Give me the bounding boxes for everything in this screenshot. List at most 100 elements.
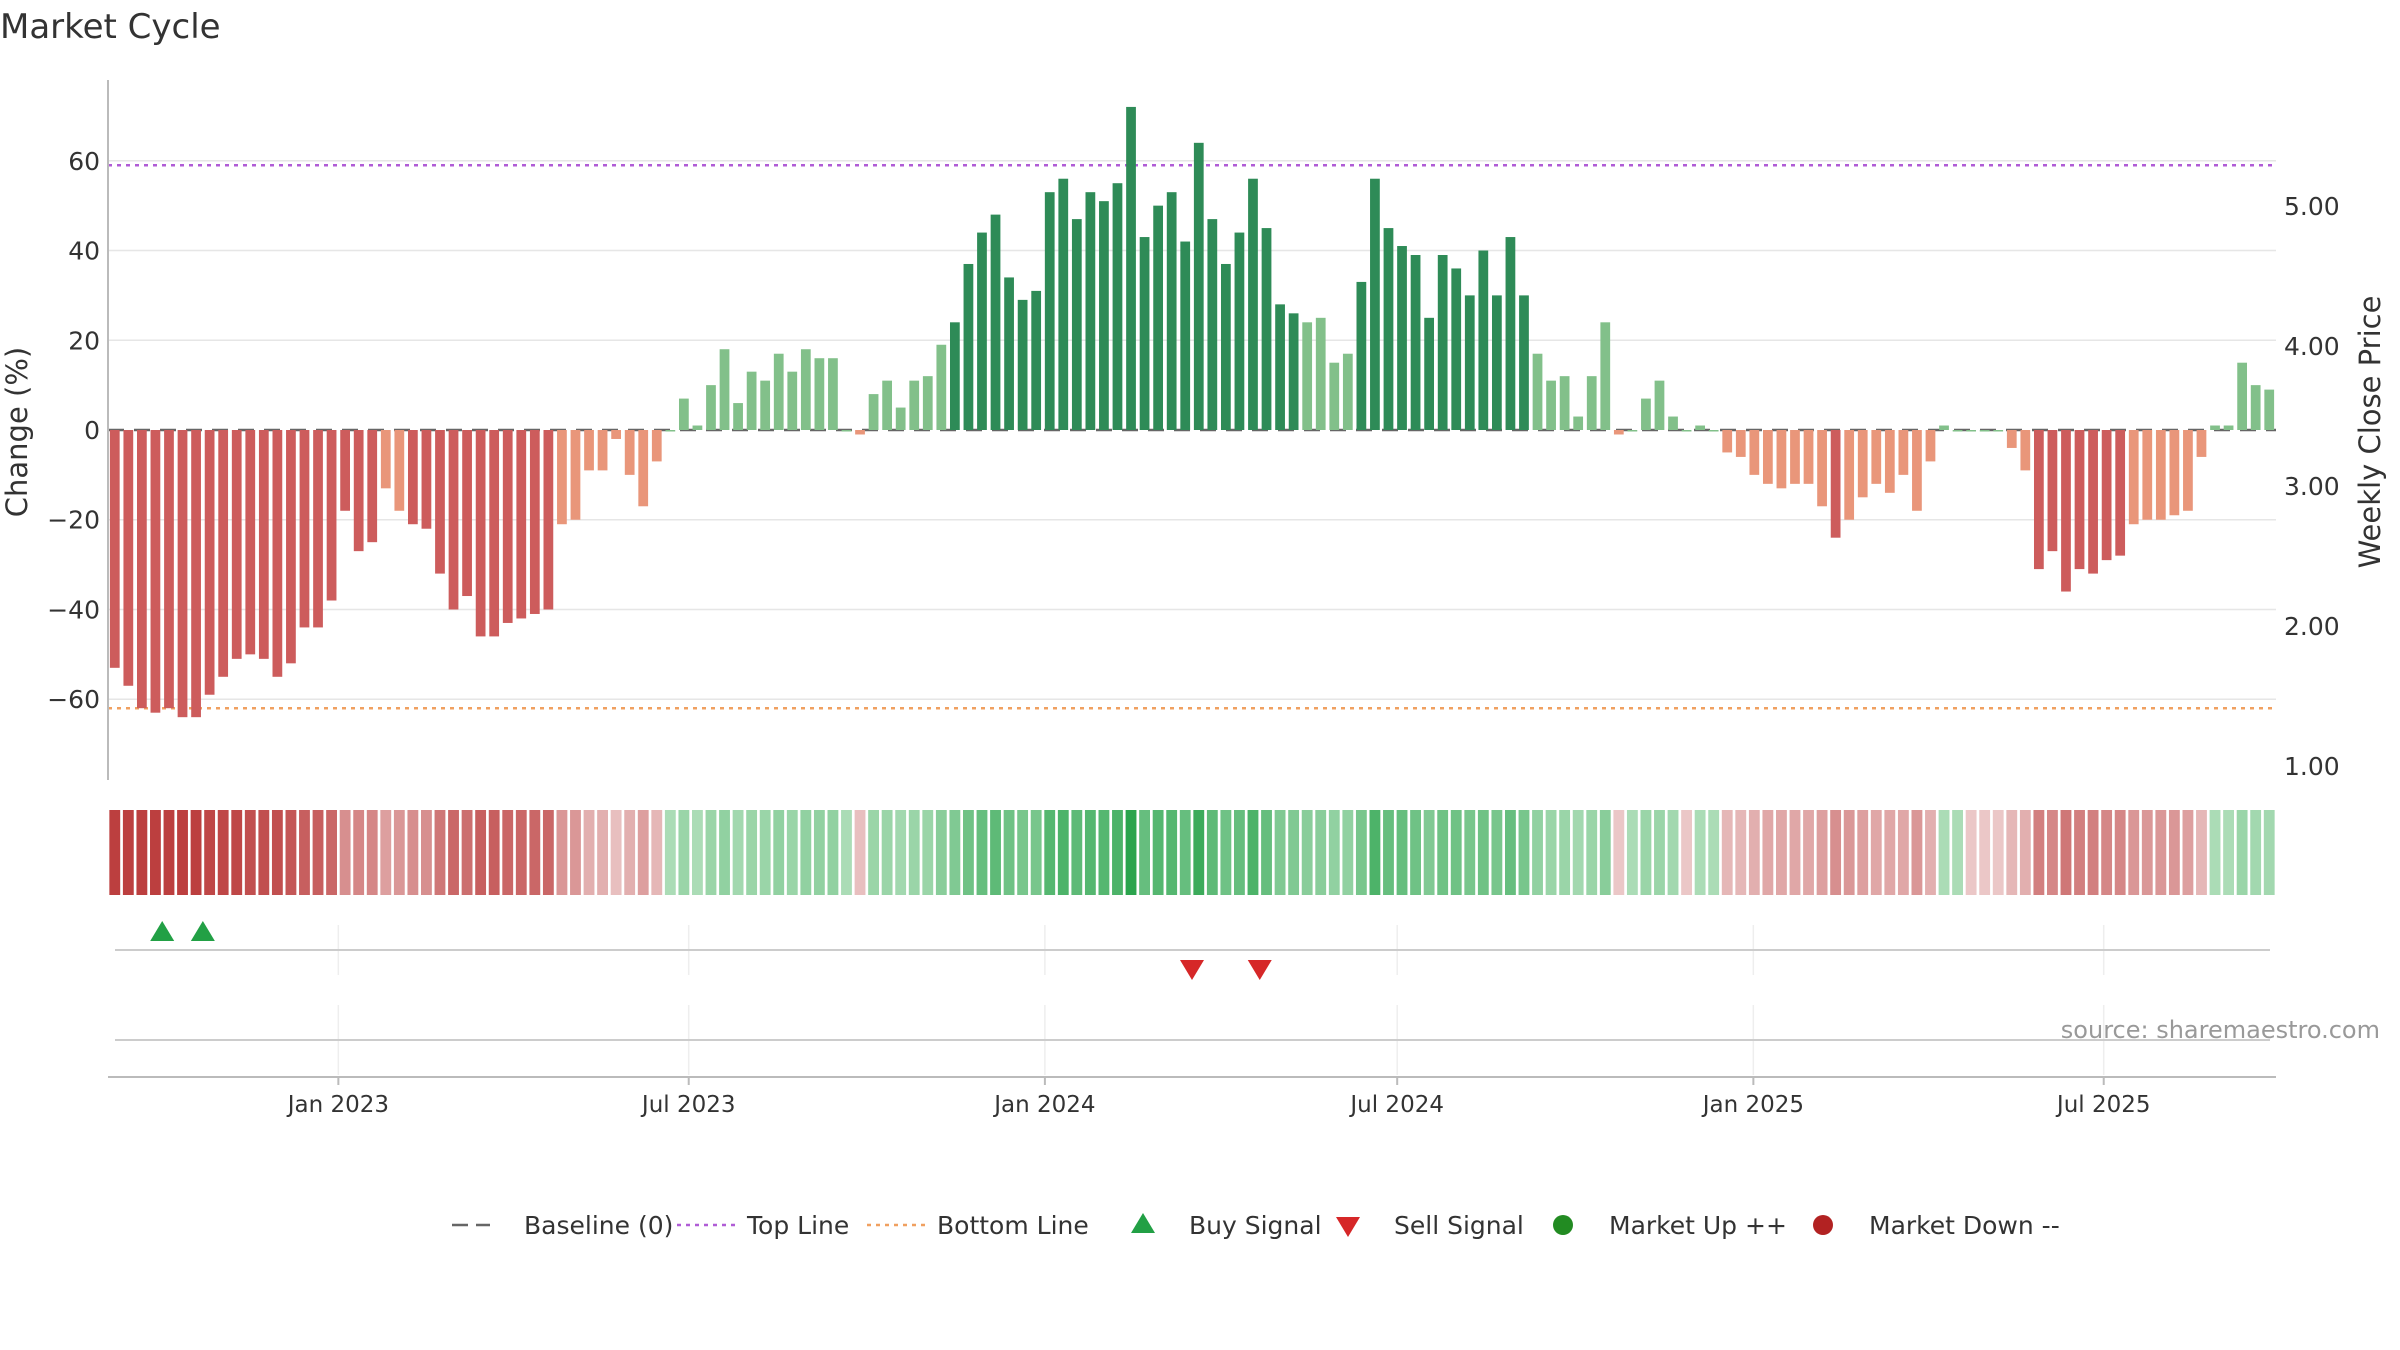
heat-cell: [1044, 810, 1056, 895]
change-bar: [909, 380, 920, 430]
change-bar: [1017, 299, 1028, 430]
heat-cell: [1057, 810, 1069, 895]
chart-title: Market Cycle: [0, 7, 221, 47]
change-bar: [136, 430, 147, 709]
heat-cell: [1179, 810, 1191, 895]
buy-signal-marker: [150, 921, 175, 941]
heat-cell: [326, 810, 337, 895]
heat-cell: [1071, 810, 1083, 895]
change-bar: [448, 430, 459, 610]
change-bar: [543, 430, 554, 610]
heat-cell: [515, 810, 527, 895]
heat-cell: [1911, 810, 1923, 895]
change-bar: [882, 380, 893, 430]
change-bar: [2101, 430, 2112, 561]
change-bar: [1464, 295, 1475, 430]
heat-cell: [1816, 810, 1828, 895]
heat-cell: [1274, 810, 1286, 895]
change-bar: [353, 430, 364, 552]
change-bar: [1884, 430, 1895, 493]
heat-cell: [759, 810, 771, 895]
heat-cell: [1315, 810, 1327, 895]
heat-cell: [1247, 810, 1259, 895]
heat-cell: [2101, 810, 2113, 895]
change-bar: [895, 407, 906, 430]
heat-cell: [217, 810, 229, 895]
heat-cell: [1559, 810, 1571, 895]
heat-cell: [1681, 810, 1692, 895]
change-bar: [1288, 313, 1299, 430]
change-bar: [1044, 192, 1055, 430]
y-tick-label: −40: [47, 595, 100, 624]
change-bar: [1234, 232, 1245, 430]
heat-cell: [1952, 810, 1963, 895]
change-bar: [2115, 430, 2126, 556]
heat-cell: [692, 810, 703, 895]
heat-cell: [353, 810, 365, 895]
change-bar: [1261, 228, 1272, 430]
change-bar: [584, 430, 594, 471]
heat-cell: [2250, 810, 2262, 895]
heat-cell: [163, 810, 175, 895]
change-bar: [1546, 380, 1556, 430]
change-bar: [1370, 178, 1380, 430]
heat-cell: [1857, 810, 1869, 895]
heat-cell: [177, 810, 188, 895]
heat-cell: [231, 810, 243, 895]
change-bar: [380, 430, 391, 489]
change-bar: [1410, 255, 1421, 430]
change-bar: [828, 358, 838, 430]
heat-cell: [150, 810, 161, 895]
legend-label: Bottom Line: [937, 1211, 1089, 1240]
change-bar: [1925, 430, 1936, 462]
change-bar: [1342, 353, 1353, 430]
change-bar: [2223, 425, 2234, 430]
change-bar: [1085, 192, 1096, 430]
heat-cell: [827, 810, 839, 895]
change-bar: [164, 430, 174, 709]
heat-cell: [1017, 810, 1029, 895]
heat-cell: [1152, 810, 1164, 895]
sell-signal-marker: [1247, 960, 1272, 980]
change-bar: [231, 430, 242, 659]
change-bar: [2142, 430, 2153, 520]
change-bar: [1573, 416, 1584, 430]
change-bar: [936, 344, 947, 430]
heat-cell: [1369, 810, 1381, 895]
change-bar: [760, 380, 771, 430]
change-bar: [1356, 281, 1367, 430]
y-axis-label: Change (%): [0, 347, 34, 517]
heat-cell: [312, 810, 324, 895]
heat-cell: [1965, 810, 1977, 895]
change-bar: [326, 430, 337, 601]
axes: 60 40 20 0 −20 −40 −60 5.00 4.00 3.00 2.00 1.00: [47, 80, 2340, 781]
change-bar: [1627, 430, 1638, 432]
heat-cell: [1572, 810, 1584, 895]
legend-item: Market Up ++: [1553, 1211, 1787, 1240]
change-bar: [191, 430, 201, 718]
change-bar: [2264, 389, 2275, 430]
heat-cell: [1992, 810, 2004, 895]
change-bar: [1898, 430, 1909, 475]
heat-cell: [1586, 810, 1598, 895]
change-bar: [218, 430, 229, 677]
x-tick-label: Jan 2023: [286, 1092, 389, 1118]
heat-cell: [2114, 810, 2126, 895]
heat-cell: [1220, 810, 1232, 895]
change-bar: [1871, 430, 1882, 484]
heat-cell: [2128, 810, 2140, 895]
change-bar: [1071, 219, 1082, 430]
y-tick-label: 0: [84, 416, 100, 445]
change-bar: [529, 430, 540, 614]
y2-tick-label: 4.00: [2284, 332, 2340, 361]
heat-cell: [1342, 810, 1354, 895]
heat-cell: [990, 810, 1001, 895]
change-bar: [1315, 317, 1326, 430]
legend-item: Baseline (0): [452, 1211, 673, 1240]
change-bar: [1776, 430, 1787, 489]
change-bar: [1478, 250, 1489, 430]
change-bar: [1966, 430, 1977, 432]
heat-cell: [2236, 810, 2248, 895]
change-bar: [367, 430, 378, 543]
change-bar: [1099, 201, 1109, 430]
